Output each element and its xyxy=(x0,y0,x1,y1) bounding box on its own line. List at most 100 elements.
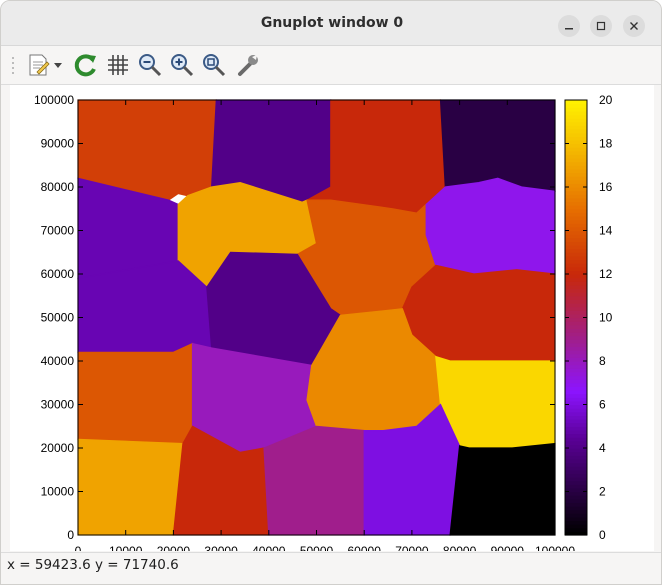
y-tick-label: 60000 xyxy=(41,267,75,281)
colorbar-segment xyxy=(565,252,587,257)
colorbar-segment xyxy=(565,274,587,279)
x-tick-label: 40000 xyxy=(252,544,286,551)
replot-button[interactable] xyxy=(71,50,101,80)
y-tick-label: 80000 xyxy=(41,180,75,194)
zoom-out-button[interactable] xyxy=(135,50,165,80)
colorbar-segment xyxy=(565,328,587,333)
colorbar-segment xyxy=(565,335,587,340)
zoom-in-button[interactable] xyxy=(167,50,197,80)
colorbar-segment xyxy=(565,205,587,210)
colorbar-segment xyxy=(565,429,587,435)
colorbar-segment xyxy=(565,201,587,206)
heatmap-region xyxy=(449,442,556,536)
colorbar-segment xyxy=(565,361,587,366)
heatmap-region xyxy=(77,260,213,353)
colorbar-segment xyxy=(565,245,587,250)
colorbar-segment xyxy=(565,426,587,431)
colorbar-segment xyxy=(565,183,587,188)
grid-button[interactable] xyxy=(103,50,133,80)
x-tick-label: 20000 xyxy=(157,544,191,551)
maximize-button[interactable] xyxy=(590,15,612,37)
y-tick-label: 30000 xyxy=(41,398,75,412)
heatmap-region xyxy=(439,99,556,192)
zoom-fit-button[interactable] xyxy=(199,50,229,80)
colorbar-segment xyxy=(565,346,587,351)
colorbar-segment xyxy=(565,306,587,311)
colorbar-segment xyxy=(565,462,587,467)
y-tick-label: 20000 xyxy=(41,441,75,455)
y-tick-label: 10000 xyxy=(41,485,75,499)
x-tick-label: 60000 xyxy=(348,544,382,551)
settings-button[interactable] xyxy=(233,50,263,80)
colorbar-segment xyxy=(565,284,587,290)
colorbar-segment xyxy=(565,197,587,203)
colorbar-segment xyxy=(565,520,587,525)
colorbar-segment xyxy=(565,208,587,213)
colorbar-segment xyxy=(565,397,587,402)
colorbar-segment xyxy=(565,143,587,148)
colorbar-segment xyxy=(565,506,587,511)
x-tick-label: 30000 xyxy=(204,544,238,551)
minimize-button[interactable] xyxy=(558,15,580,37)
colorbar-segment xyxy=(565,404,587,409)
colorbar-segment xyxy=(565,313,587,319)
status-bar: x = 59423.6 y = 71740.6 xyxy=(1,552,661,584)
colorbar-segment xyxy=(565,110,587,116)
colorbar-segment xyxy=(565,321,587,326)
zoom-fit-icon xyxy=(203,54,226,77)
toolbar-grip-icon xyxy=(12,57,14,74)
close-button[interactable] xyxy=(623,15,645,37)
colorbar-segment xyxy=(565,382,587,387)
colorbar-segment xyxy=(565,444,587,449)
x-tick-label: 50000 xyxy=(300,544,334,551)
colorbar-segment xyxy=(565,248,587,253)
colorbar-segment xyxy=(565,161,587,166)
replot-icon xyxy=(74,54,96,77)
colorbar-segment xyxy=(565,437,587,442)
colorbar-segment xyxy=(565,299,587,304)
colorbar-segment xyxy=(565,234,587,239)
colorbar-segment xyxy=(565,194,587,199)
colorbar-tick-label: 10 xyxy=(599,311,613,325)
colorbar-segment xyxy=(565,375,587,380)
colorbar-segment xyxy=(565,480,587,485)
colorbar-segment xyxy=(565,121,587,126)
colorbar-segment xyxy=(565,259,587,264)
colorbar-segment xyxy=(565,513,587,518)
colorbar-segment xyxy=(565,168,587,174)
colorbar-segment xyxy=(565,469,587,474)
colorbar-segment xyxy=(565,118,587,123)
colorbar-segment xyxy=(565,498,587,503)
colorbar-tick-label: 0 xyxy=(599,528,606,542)
y-tick-label: 50000 xyxy=(41,311,75,325)
heatmap-region xyxy=(425,177,556,275)
grid-icon xyxy=(108,55,128,75)
colorbar-segment xyxy=(565,226,587,232)
close-icon xyxy=(630,22,638,30)
colorbar-segment xyxy=(565,411,587,416)
zoom-in-icon xyxy=(171,54,194,77)
colorbar-tick-label: 6 xyxy=(599,398,606,412)
colorbar-segment xyxy=(565,350,587,355)
colorbar-segment xyxy=(565,473,587,478)
colorbar-segment xyxy=(565,241,587,246)
colorbar-segment xyxy=(565,266,587,271)
colorbar-segment xyxy=(565,502,587,507)
colorbar-segment xyxy=(565,154,587,159)
colorbar-segment xyxy=(565,190,587,195)
colorbar-segment xyxy=(565,187,587,192)
x-tick-label: 10000 xyxy=(109,544,143,551)
colorbar-tick-label: 18 xyxy=(599,137,613,151)
colorbar-segment xyxy=(565,310,587,315)
colorbar-segment xyxy=(565,408,587,413)
plot-canvas[interactable]: 0 10000 20000 30000 40000 50000 60000 70000 8000… xyxy=(10,85,654,558)
export-button[interactable] xyxy=(23,50,53,80)
colorbar-segment xyxy=(565,353,587,358)
colorbar-segment xyxy=(565,223,587,228)
y-tick-label: 100000 xyxy=(34,93,74,107)
export-dropdown-button[interactable] xyxy=(51,50,65,80)
y-tick-label: 90000 xyxy=(41,137,75,151)
colorbar-segment xyxy=(565,158,587,163)
colorbar-segment xyxy=(565,448,587,453)
colorbar-segment xyxy=(565,516,587,522)
